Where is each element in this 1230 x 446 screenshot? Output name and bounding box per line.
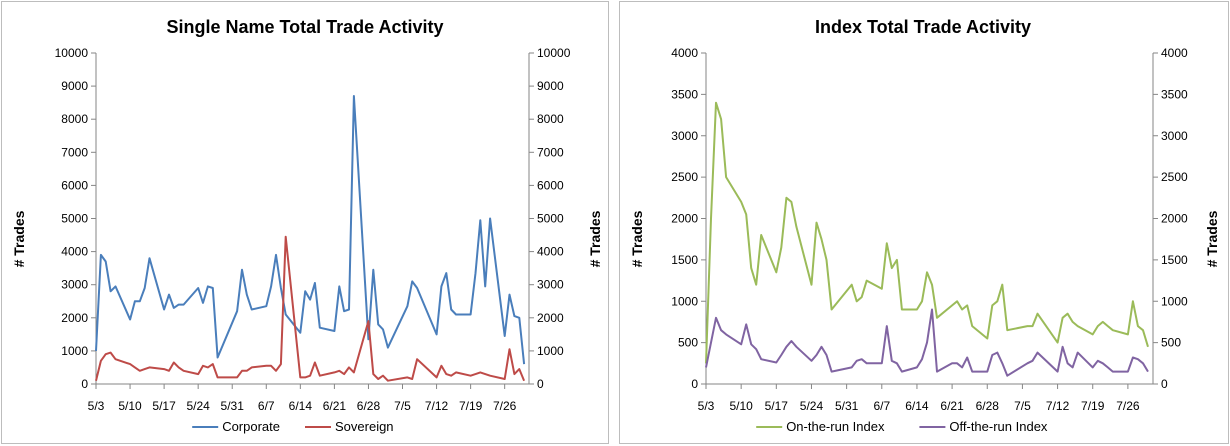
y-tick-label: 10000 <box>537 46 571 60</box>
y-tick-label: 4000 <box>671 46 698 60</box>
y-tick-label: 4000 <box>61 245 88 259</box>
x-tick-label: 6/21 <box>940 399 964 413</box>
legend-item: Off-the-run Index <box>919 419 1048 434</box>
x-tick-label: 5/24 <box>186 399 210 413</box>
y-tick-label: 2500 <box>671 170 698 184</box>
y-tick-label: 500 <box>1161 336 1181 350</box>
x-tick-label: 6/7 <box>873 399 890 413</box>
index-chart-svg: Index Total Trade Activity # Trades # Tr… <box>629 17 1220 434</box>
x-tick-label: 6/21 <box>323 399 347 413</box>
y-axis-label-right: # Trades <box>587 210 603 267</box>
y-tick-label: 2500 <box>1161 170 1188 184</box>
y-tick-label: 1000 <box>537 344 564 358</box>
y-tick-label: 3000 <box>1161 129 1188 143</box>
y-tick-label: 8000 <box>537 112 564 126</box>
y-tick-label: 5000 <box>61 212 88 226</box>
y-tick-label: 1000 <box>1161 294 1188 308</box>
x-tick-label: 7/12 <box>1046 399 1070 413</box>
y-axis-label-right: # Trades <box>1204 210 1220 267</box>
x-tick-label: 6/14 <box>289 399 313 413</box>
x-tick-label: 7/12 <box>425 399 449 413</box>
y-tick-label: 6000 <box>537 178 564 192</box>
chart-title: Single Name Total Trade Activity <box>166 17 443 37</box>
y-tick-label: 3000 <box>671 129 698 143</box>
y-tick-label: 3000 <box>61 278 88 292</box>
legend-label: Off-the-run Index <box>949 419 1048 434</box>
legend-label: Sovereign <box>335 419 394 434</box>
y-tick-label: 7000 <box>537 145 564 159</box>
x-tick-label: 7/5 <box>1014 399 1031 413</box>
y-tick-label: 6000 <box>61 178 88 192</box>
y-tick-label: 0 <box>1161 377 1168 391</box>
series-line-on-the-run-index <box>705 101 1149 364</box>
chart-panel-single-name: Single Name Total Trade Activity # Trade… <box>1 1 609 444</box>
x-tick-label: 6/14 <box>905 399 929 413</box>
legend-item: Sovereign <box>305 419 394 434</box>
y-tick-label: 5000 <box>537 212 564 226</box>
y-tick-label: 1500 <box>1161 253 1188 267</box>
y-tick-label: 2000 <box>671 212 698 226</box>
legend-item: Corporate <box>192 419 280 434</box>
y-axis-label-left: # Trades <box>11 210 27 267</box>
y-tick-label: 3500 <box>671 87 698 101</box>
y-tick-label: 9000 <box>61 79 88 93</box>
x-tick-label: 7/19 <box>1081 399 1105 413</box>
x-tick-label: 6/28 <box>357 399 381 413</box>
x-tick-label: 7/19 <box>459 399 483 413</box>
x-tick-label: 7/26 <box>493 399 517 413</box>
legend-item: On-the-run Index <box>756 419 885 434</box>
y-tick-label: 2000 <box>1161 212 1188 226</box>
series-line-off-the-run-index <box>705 308 1149 377</box>
x-tick-label: 5/10 <box>118 399 142 413</box>
y-tick-label: 1000 <box>61 344 88 358</box>
x-tick-label: 5/3 <box>88 399 105 413</box>
x-tick-label: 5/24 <box>800 399 824 413</box>
chart-title: Index Total Trade Activity <box>815 17 1031 37</box>
x-tick-label: 6/28 <box>976 399 1000 413</box>
y-tick-label: 10000 <box>55 46 89 60</box>
y-tick-label: 4000 <box>537 245 564 259</box>
x-tick-label: 5/10 <box>729 399 753 413</box>
y-tick-label: 0 <box>537 377 544 391</box>
y-tick-label: 1000 <box>671 294 698 308</box>
y-tick-label: 7000 <box>61 145 88 159</box>
x-tick-label: 5/17 <box>765 399 789 413</box>
x-tick-label: 7/5 <box>394 399 411 413</box>
x-tick-label: 6/7 <box>258 399 275 413</box>
y-tick-label: 0 <box>81 377 88 391</box>
x-tick-label: 5/3 <box>698 399 715 413</box>
x-tick-label: 5/31 <box>835 399 859 413</box>
y-tick-label: 4000 <box>1161 46 1188 60</box>
series-line-sovereign <box>95 235 526 382</box>
y-axis-label-left: # Trades <box>629 210 645 267</box>
y-tick-label: 9000 <box>537 79 564 93</box>
y-tick-label: 1500 <box>671 253 698 267</box>
y-tick-label: 3000 <box>537 278 564 292</box>
y-tick-label: 500 <box>678 336 698 350</box>
x-tick-label: 5/31 <box>221 399 245 413</box>
y-tick-label: 0 <box>691 377 698 391</box>
legend-label: Corporate <box>222 419 280 434</box>
y-tick-label: 3500 <box>1161 87 1188 101</box>
series-line-corporate <box>95 95 526 365</box>
legend-label: On-the-run Index <box>786 419 885 434</box>
y-tick-label: 8000 <box>61 112 88 126</box>
x-tick-label: 7/26 <box>1116 399 1140 413</box>
y-tick-label: 2000 <box>537 311 564 325</box>
single-name-chart-svg: Single Name Total Trade Activity # Trade… <box>11 17 603 434</box>
chart-panel-index: Index Total Trade Activity # Trades # Tr… <box>619 1 1229 444</box>
y-tick-label: 2000 <box>61 311 88 325</box>
x-tick-label: 5/17 <box>152 399 176 413</box>
